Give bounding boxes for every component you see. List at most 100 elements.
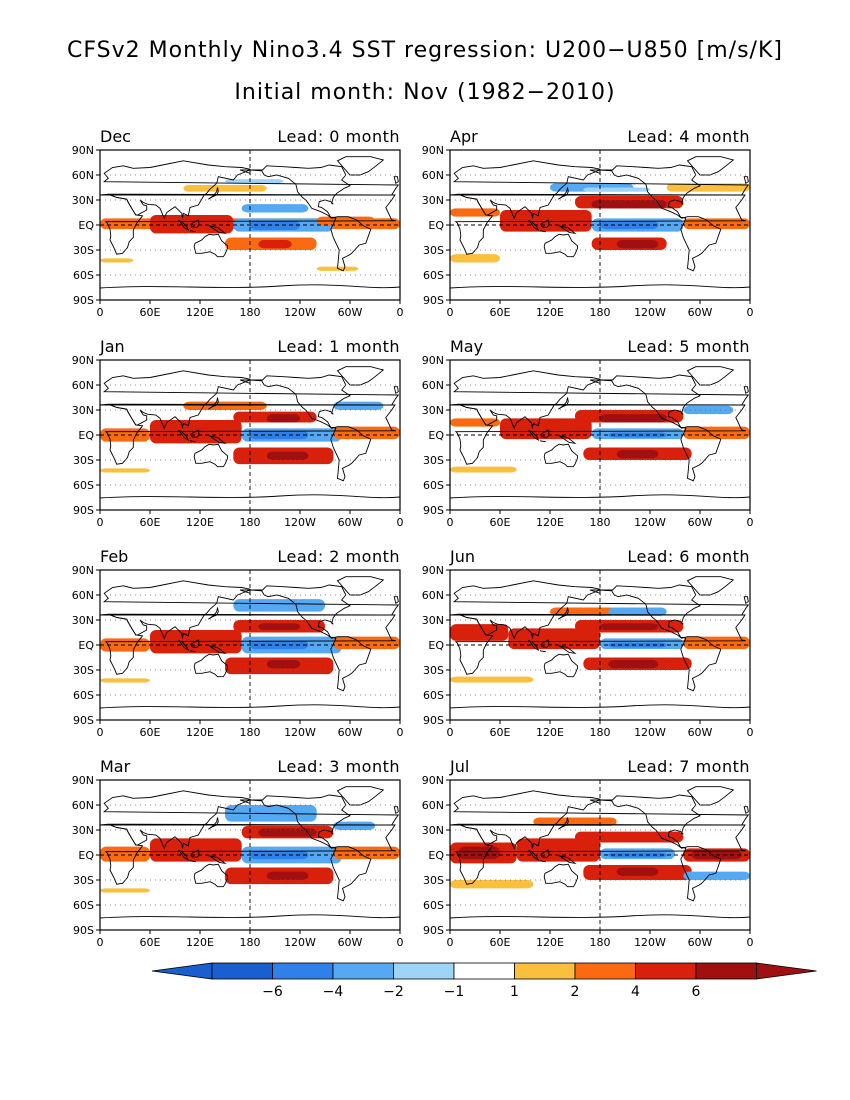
lat-tick-label: 90S: [423, 714, 444, 727]
coastlines: [450, 786, 750, 902]
lat-tick-label: 60N: [72, 799, 94, 812]
field-band: [600, 414, 667, 423]
field-band: [683, 405, 734, 415]
field-band: [100, 678, 150, 683]
coastline: [189, 230, 196, 233]
coastline: [104, 403, 396, 465]
antarctica-coast: [99, 494, 401, 499]
coastline: [558, 225, 577, 234]
lat-tick-label: 90S: [423, 294, 444, 307]
field-band: [333, 426, 400, 440]
lon-tick-label: 60W: [688, 936, 713, 949]
lon-tick-label: 60W: [338, 936, 363, 949]
lat-tick-label: 90N: [422, 774, 444, 787]
field-band: [450, 676, 534, 683]
field-band: [608, 642, 667, 648]
lat-tick-label: 90N: [72, 774, 94, 787]
field-band: [183, 401, 267, 410]
lon-tick-label: 180: [240, 306, 261, 319]
lat-tick-label: 60S: [423, 899, 444, 912]
lon-tick-label: 120E: [536, 726, 564, 739]
lat-tick-label: 30S: [73, 664, 94, 677]
field-band: [608, 432, 667, 438]
lat-tick-label: 90N: [422, 564, 444, 577]
lat-tick-label: EQ: [78, 639, 94, 652]
colorbar-segment: [211, 962, 273, 980]
field-band: [608, 852, 667, 858]
coastline: [393, 176, 399, 185]
coastline: [208, 607, 219, 620]
panel-month-label: May: [450, 337, 483, 356]
colorbar-label: 1: [510, 984, 519, 1000]
lon-tick-label: 120E: [186, 936, 214, 949]
figure-title: CFSv2 Monthly Nino3.4 SST regression: U2…: [67, 38, 783, 63]
lon-tick-label: 120W: [634, 306, 666, 319]
coastline: [208, 645, 227, 654]
lon-tick-label: 0: [397, 726, 404, 739]
shaded-field: [100, 805, 400, 893]
lat-tick-label: 30S: [423, 664, 444, 677]
coastline: [189, 650, 196, 653]
lat-tick-label: 30N: [422, 194, 444, 207]
field-band: [600, 623, 659, 630]
field-band: [333, 846, 400, 860]
lon-tick-label: 0: [397, 936, 404, 949]
coastline: [527, 429, 540, 442]
field-band: [258, 240, 292, 249]
field-band: [683, 871, 750, 880]
field-band: [450, 254, 500, 263]
field-band: [583, 187, 650, 192]
coastline: [336, 156, 385, 176]
coastline: [686, 366, 735, 386]
field-band: [333, 821, 375, 830]
field-band: [600, 220, 659, 230]
coastline: [558, 435, 577, 444]
colorbar-segment: [272, 962, 334, 980]
lon-tick-label: 120E: [536, 306, 564, 319]
coastline: [450, 370, 750, 430]
field-band: [608, 660, 659, 669]
lon-tick-label: 120W: [634, 726, 666, 739]
field-band: [258, 623, 300, 630]
coastline: [104, 823, 396, 885]
lat-tick-label: 90S: [423, 504, 444, 517]
field-band: [266, 451, 309, 460]
colorbar-label: −4: [323, 984, 344, 1000]
lon-tick-label: 0: [747, 516, 754, 529]
colorbar: −6 −4 −2 −1 1 2 4 6: [151, 962, 817, 1000]
antarctica-coast: [449, 704, 751, 709]
field-band: [575, 831, 684, 843]
lat-tick-label: EQ: [78, 219, 94, 232]
lon-tick-label: 60E: [140, 936, 161, 949]
lat-tick-label: 60S: [73, 689, 94, 702]
lon-tick-label: 0: [747, 306, 754, 319]
antarctica-coast: [449, 914, 751, 919]
coastline: [686, 156, 735, 176]
lon-tick-label: 0: [97, 726, 104, 739]
field-band: [100, 846, 150, 862]
coastline: [686, 576, 735, 596]
field-band: [258, 828, 317, 837]
lat-tick-label: 60S: [73, 899, 94, 912]
panel-lead-label: Lead: 6 month: [627, 547, 750, 566]
panel-lead-label: Lead: 7 month: [627, 757, 750, 776]
field-band: [375, 218, 400, 230]
coastline: [527, 219, 540, 232]
lat-tick-label: EQ: [78, 429, 94, 442]
field-band: [516, 838, 600, 862]
coastline: [177, 219, 190, 232]
colorbar-segment: [514, 962, 576, 980]
lat-tick-label: 90N: [72, 144, 94, 157]
coastline: [527, 639, 540, 652]
lon-tick-label: 180: [590, 726, 611, 739]
field-band: [683, 636, 750, 650]
panel-month-label: Jan: [99, 337, 125, 356]
coastline: [558, 817, 569, 830]
lon-tick-label: 0: [447, 516, 454, 529]
coastline: [104, 613, 396, 675]
field-band: [458, 846, 500, 860]
field-band: [333, 636, 400, 650]
panel-lead-label: Lead: 3 month: [277, 757, 400, 776]
